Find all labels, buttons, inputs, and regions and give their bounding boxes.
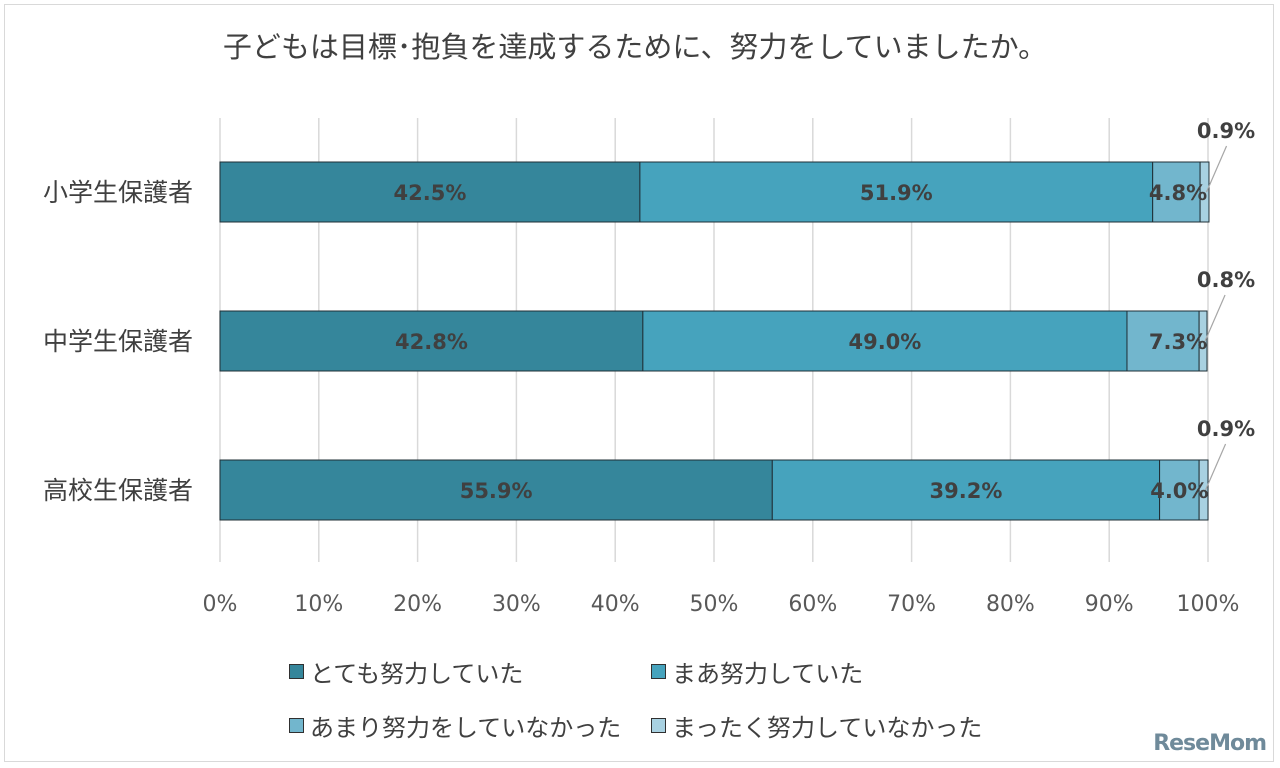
x-tick-label: 50% bbox=[690, 592, 739, 617]
data-label: 39.2% bbox=[930, 479, 1003, 503]
data-label: 42.5% bbox=[394, 181, 467, 205]
x-tick-label: 100% bbox=[1177, 592, 1240, 617]
bar-segment bbox=[1199, 161, 1210, 223]
bar-segment bbox=[1152, 161, 1201, 223]
x-tick-label: 40% bbox=[591, 592, 640, 617]
category-label: 中学生保護者 bbox=[43, 327, 193, 356]
data-label: 42.8% bbox=[395, 330, 468, 354]
x-tick-label: 10% bbox=[294, 592, 343, 617]
data-label: 55.9% bbox=[460, 479, 533, 503]
data-label: 4.0% bbox=[1150, 479, 1208, 503]
data-label: 7.3% bbox=[1149, 330, 1207, 354]
leader-line bbox=[1204, 294, 1226, 342]
category-label: 高校生保護者 bbox=[43, 476, 193, 505]
bar-segment bbox=[219, 459, 773, 521]
leader-line bbox=[1205, 145, 1228, 193]
bar-segment bbox=[1198, 310, 1208, 372]
resemom-logo: ReseMom bbox=[1153, 731, 1267, 756]
data-label: 0.9% bbox=[1197, 119, 1255, 143]
bar-segment bbox=[219, 310, 644, 372]
chart-title: 子どもは目標･抱負を達成するために、努力をしていましたか。 bbox=[222, 30, 1048, 64]
chart-frame bbox=[4, 4, 1274, 762]
bar-segment bbox=[639, 161, 1154, 223]
data-label: 49.0% bbox=[848, 330, 921, 354]
x-tick-label: 60% bbox=[788, 592, 837, 617]
bar-segment bbox=[771, 459, 1161, 521]
x-tick-label: 30% bbox=[492, 592, 541, 617]
bars bbox=[219, 161, 1210, 521]
bar-segment bbox=[219, 161, 641, 223]
category-label: 小学生保護者 bbox=[43, 178, 193, 207]
x-tick-label: 70% bbox=[887, 592, 936, 617]
x-tick-label: 90% bbox=[1085, 592, 1134, 617]
x-tick-label: 20% bbox=[393, 592, 442, 617]
x-tick-label: 0% bbox=[203, 592, 238, 617]
x-tick-label: 80% bbox=[986, 592, 1035, 617]
data-label: 0.8% bbox=[1197, 268, 1255, 292]
data-label: 0.9% bbox=[1197, 417, 1255, 441]
leader-line bbox=[1205, 443, 1227, 491]
bar-segment bbox=[1198, 459, 1209, 521]
data-label: 4.8% bbox=[1149, 181, 1207, 205]
data-label: 51.9% bbox=[860, 181, 933, 205]
labels: 0% 10% 20% 30% 40% 50% 60% 70% 80% 90% 100% 小学生保護者中… bbox=[43, 119, 1255, 617]
bar-segment bbox=[1126, 310, 1200, 372]
bar-segment bbox=[1159, 459, 1200, 521]
